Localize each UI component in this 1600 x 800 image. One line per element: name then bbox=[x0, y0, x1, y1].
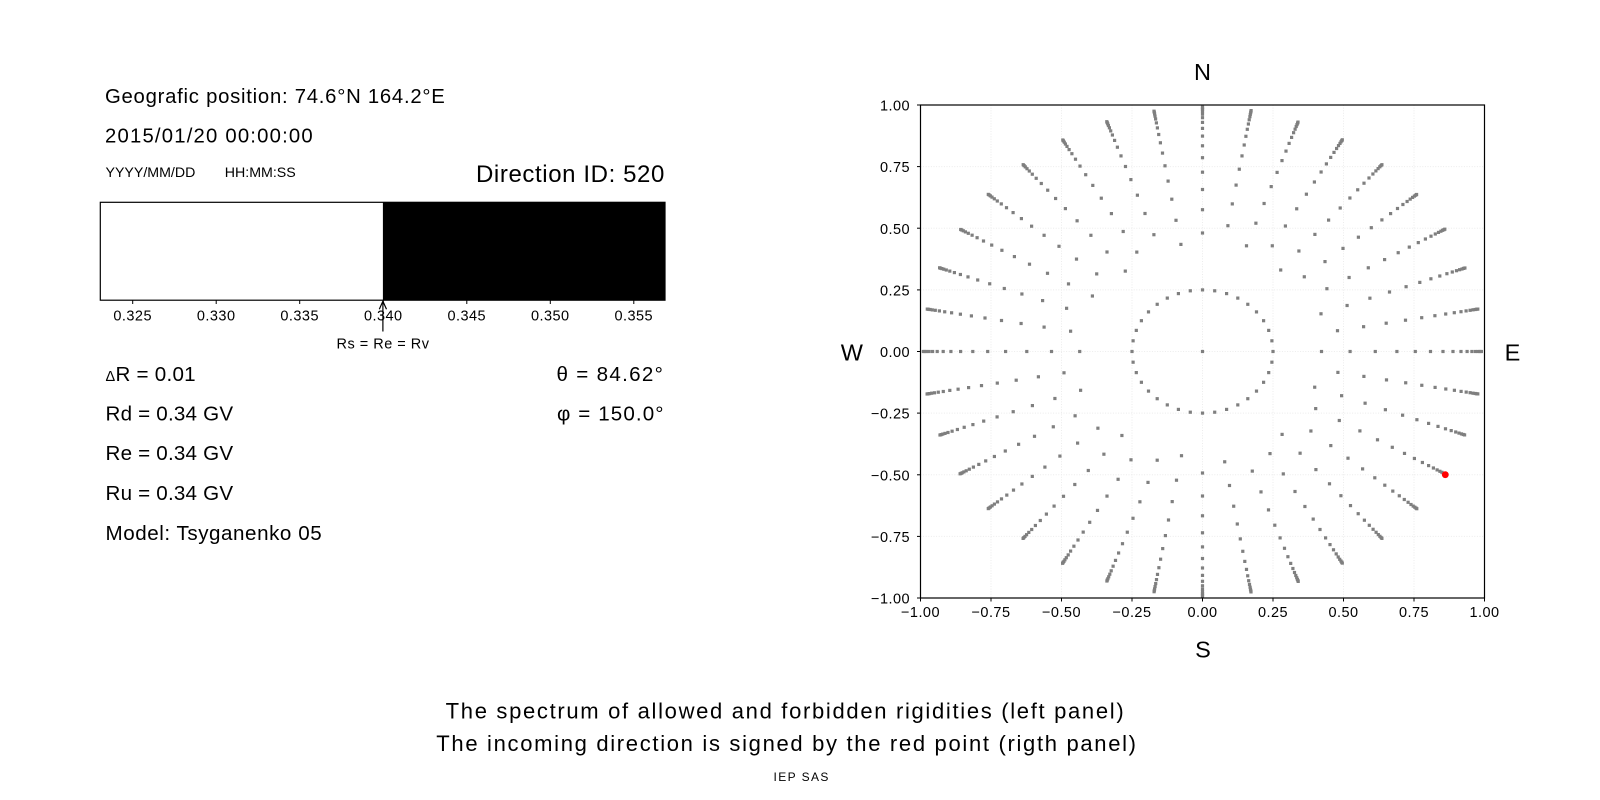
svg-text:N: N bbox=[1194, 59, 1211, 85]
svg-text:HH:MM:SS: HH:MM:SS bbox=[225, 165, 296, 181]
svg-text:E: E bbox=[1505, 339, 1521, 365]
svg-text:−0.25: −0.25 bbox=[1113, 605, 1152, 621]
svg-text:S: S bbox=[1195, 637, 1211, 663]
svg-text:−0.75: −0.75 bbox=[871, 530, 910, 546]
svg-text:IEP SAS: IEP SAS bbox=[774, 770, 830, 784]
svg-text:W: W bbox=[841, 339, 864, 365]
svg-text:−0.75: −0.75 bbox=[972, 605, 1011, 621]
svg-text:1.00: 1.00 bbox=[880, 99, 910, 115]
svg-text:0.50: 0.50 bbox=[880, 222, 910, 238]
svg-text:φ = 150.0°: φ = 150.0° bbox=[557, 403, 665, 426]
svg-text:0.25: 0.25 bbox=[1258, 605, 1288, 621]
svg-text:0.00: 0.00 bbox=[880, 345, 910, 361]
svg-text:0.00: 0.00 bbox=[1187, 605, 1217, 621]
svg-text:−0.25: −0.25 bbox=[871, 407, 910, 423]
svg-text:0.335: 0.335 bbox=[280, 308, 319, 324]
svg-text:0.75: 0.75 bbox=[1399, 605, 1429, 621]
svg-text:0.330: 0.330 bbox=[197, 308, 236, 324]
svg-text:The incoming direction is sign: The incoming direction is signed by the … bbox=[436, 731, 1137, 756]
svg-text:−1.00: −1.00 bbox=[871, 592, 910, 608]
svg-text:−1.00: −1.00 bbox=[901, 605, 940, 621]
svg-text:−0.50: −0.50 bbox=[1042, 605, 1081, 621]
svg-text:The spectrum of allowed and fo: The spectrum of allowed and forbidden ri… bbox=[446, 699, 1126, 724]
svg-text:ΔR = 0.01: ΔR = 0.01 bbox=[106, 363, 196, 386]
svg-text:0.355: 0.355 bbox=[615, 308, 654, 324]
svg-text:0.350: 0.350 bbox=[531, 308, 570, 324]
svg-text:2015/01/20 00:00:00: 2015/01/20 00:00:00 bbox=[105, 126, 314, 148]
svg-text:Model: Tsyganenko 05: Model: Tsyganenko 05 bbox=[106, 522, 323, 545]
svg-text:Ru = 0.34 GV: Ru = 0.34 GV bbox=[106, 482, 234, 505]
svg-text:0.50: 0.50 bbox=[1328, 605, 1358, 621]
svg-text:Re = 0.34 GV: Re = 0.34 GV bbox=[106, 442, 234, 465]
svg-text:0.75: 0.75 bbox=[880, 160, 910, 176]
svg-text:0.325: 0.325 bbox=[113, 308, 152, 324]
svg-text:YYYY/MM/DD: YYYY/MM/DD bbox=[106, 165, 196, 181]
svg-text:Direction ID: 520: Direction ID: 520 bbox=[476, 161, 665, 188]
svg-text:−0.50: −0.50 bbox=[871, 468, 910, 484]
svg-text:Geografic position: 74.6°N 164: Geografic position: 74.6°N 164.2°E bbox=[105, 86, 446, 108]
svg-text:1.00: 1.00 bbox=[1469, 605, 1499, 621]
svg-text:0.345: 0.345 bbox=[448, 308, 487, 324]
svg-text:Rd = 0.34 GV: Rd = 0.34 GV bbox=[106, 403, 234, 426]
svg-text:0.25: 0.25 bbox=[880, 284, 910, 300]
svg-text:Rs = Re = Rv: Rs = Re = Rv bbox=[336, 337, 429, 353]
svg-text:θ = 84.62°: θ = 84.62° bbox=[557, 363, 665, 386]
